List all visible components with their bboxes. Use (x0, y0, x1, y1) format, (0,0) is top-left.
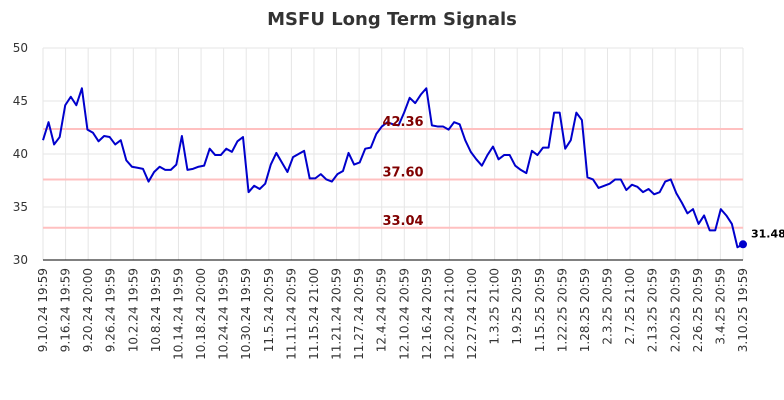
x-tick-label: 9.26.24 19:59 (104, 268, 118, 352)
x-tick-label: 3.10.25 19:59 (736, 268, 750, 352)
signal-levels (43, 127, 743, 229)
y-tick-label: 35 (13, 200, 28, 214)
x-tick-label: 2.3.25 20:59 (601, 268, 615, 345)
x-tick-label: 1.3.25 21:00 (488, 268, 502, 345)
y-tick-label: 50 (13, 41, 28, 55)
y-tick-label: 30 (13, 253, 28, 267)
x-tick-label: 12.10.24 20:59 (397, 268, 411, 360)
x-tick-label: 9.20.24 20:00 (81, 268, 95, 352)
y-tick-label: 45 (13, 94, 28, 108)
x-tick-label: 2.26.25 20:59 (691, 268, 705, 352)
axes: 30 35 40 45 50 9.10.24 19:59 9.16.24 19:59 9.20… (13, 41, 750, 360)
signal-level-label: 37.60 (382, 165, 423, 180)
x-tick-label: 2.7.25 21:00 (623, 268, 637, 345)
x-tick-label: 1.28.25 20:59 (578, 268, 592, 352)
x-tick-label: 12.16.24 20:59 (420, 268, 434, 360)
x-tick-label: 2.20.25 20:59 (668, 268, 682, 352)
last-point-label: 31.48 (751, 227, 784, 240)
chart-title: MSFU Long Term Signals (267, 9, 517, 30)
signal-level-label: 42.36 (382, 115, 423, 130)
x-tick-label: 11.21.24 20:59 (330, 268, 344, 360)
x-tick-label: 9.10.24 19:59 (36, 268, 50, 352)
x-tick-label: 12.4.24 20:59 (375, 268, 389, 352)
labels: 42.36 37.60 33.04 31.48 (382, 115, 784, 240)
series (42, 87, 747, 249)
x-tick-label: 10.8.24 19:59 (149, 268, 163, 352)
series-line (42, 87, 744, 249)
x-tick-label: 10.24.24 19:59 (217, 268, 231, 360)
x-tick-label: 11.5.24 20:59 (262, 268, 276, 352)
x-tick-label: 1.9.25 20:59 (510, 268, 524, 345)
x-tick-label: 11.15.24 21:00 (307, 268, 321, 360)
x-tick-label: 11.11.24 20:59 (284, 268, 298, 360)
x-tick-label: 10.14.24 19:59 (171, 268, 185, 360)
x-tick-label: 10.2.24 19:59 (126, 268, 140, 352)
x-tick-label: 12.27.24 21:00 (465, 268, 479, 360)
x-tick-label: 12.20.24 21:00 (442, 268, 456, 360)
signal-level-label: 33.04 (382, 214, 423, 229)
y-tick-label: 40 (13, 147, 28, 161)
x-tick-label: 11.27.24 20:59 (352, 268, 366, 360)
x-tick-label: 9.16.24 19:59 (59, 268, 73, 352)
last-point-marker (739, 240, 747, 249)
x-tick-label: 10.30.24 19:59 (239, 268, 253, 360)
x-tick-label: 1.15.25 20:59 (533, 268, 547, 352)
x-tick-label: 2.13.25 20:59 (646, 268, 660, 352)
x-tick-label: 3.4.25 20:59 (713, 268, 727, 345)
x-tick-label: 1.22.25 20:59 (555, 268, 569, 352)
x-tick-label: 10.18.24 20:00 (194, 268, 208, 360)
